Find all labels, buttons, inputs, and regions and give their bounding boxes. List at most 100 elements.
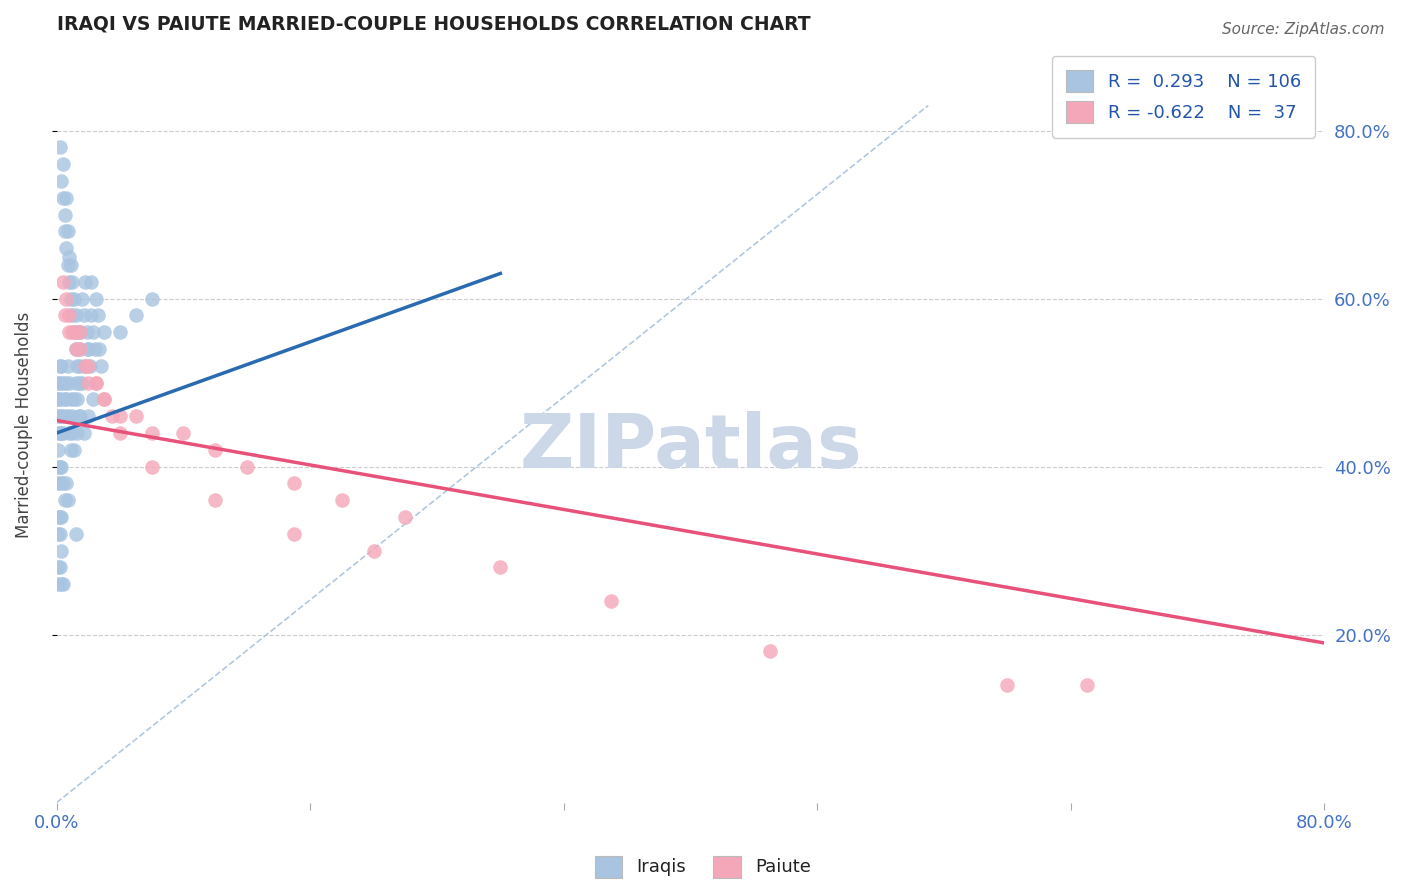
Point bbox=[53, 309, 76, 323]
Point bbox=[55, 376, 77, 390]
Point bbox=[63, 442, 86, 457]
Point bbox=[58, 309, 80, 323]
Point bbox=[63, 392, 86, 407]
Point bbox=[87, 309, 110, 323]
Point bbox=[59, 258, 82, 272]
Point bbox=[141, 425, 163, 440]
Point bbox=[58, 376, 80, 390]
Point bbox=[69, 359, 91, 373]
Point bbox=[84, 376, 107, 390]
Point bbox=[69, 409, 91, 424]
Point bbox=[77, 409, 100, 424]
Point bbox=[62, 325, 84, 339]
Point bbox=[65, 309, 87, 323]
Point bbox=[49, 140, 72, 154]
Point bbox=[84, 376, 107, 390]
Point bbox=[125, 409, 148, 424]
Point bbox=[51, 392, 73, 407]
Point bbox=[49, 526, 72, 541]
Point bbox=[46, 392, 69, 407]
Point bbox=[997, 678, 1019, 692]
Point bbox=[56, 258, 79, 272]
Point bbox=[489, 560, 512, 574]
Point bbox=[283, 526, 305, 541]
Point bbox=[66, 425, 89, 440]
Point bbox=[56, 224, 79, 238]
Point bbox=[53, 208, 76, 222]
Point bbox=[72, 425, 94, 440]
Point bbox=[49, 376, 72, 390]
Point bbox=[46, 425, 69, 440]
Point bbox=[82, 325, 104, 339]
Point bbox=[758, 644, 780, 658]
Point bbox=[58, 250, 80, 264]
Point bbox=[394, 510, 416, 524]
Point bbox=[69, 325, 91, 339]
Text: IRAQI VS PAIUTE MARRIED-COUPLE HOUSEHOLDS CORRELATION CHART: IRAQI VS PAIUTE MARRIED-COUPLE HOUSEHOLD… bbox=[56, 15, 810, 34]
Point bbox=[53, 392, 76, 407]
Point bbox=[93, 325, 115, 339]
Point bbox=[46, 560, 69, 574]
Point bbox=[46, 376, 69, 390]
Point bbox=[59, 292, 82, 306]
Point bbox=[52, 191, 75, 205]
Point bbox=[80, 275, 103, 289]
Point bbox=[53, 224, 76, 238]
Point bbox=[66, 392, 89, 407]
Point bbox=[69, 342, 91, 356]
Point bbox=[65, 376, 87, 390]
Point bbox=[65, 526, 87, 541]
Point bbox=[83, 342, 105, 356]
Point bbox=[93, 392, 115, 407]
Point bbox=[51, 409, 73, 424]
Point bbox=[49, 359, 72, 373]
Point bbox=[90, 359, 112, 373]
Point bbox=[55, 241, 77, 255]
Point bbox=[52, 376, 75, 390]
Point bbox=[363, 543, 385, 558]
Point bbox=[62, 425, 84, 440]
Point bbox=[77, 342, 100, 356]
Point bbox=[52, 425, 75, 440]
Point bbox=[59, 392, 82, 407]
Point bbox=[46, 459, 69, 474]
Point bbox=[77, 359, 100, 373]
Point bbox=[49, 560, 72, 574]
Point bbox=[49, 510, 72, 524]
Point bbox=[51, 359, 73, 373]
Point bbox=[49, 459, 72, 474]
Point bbox=[49, 425, 72, 440]
Point bbox=[125, 309, 148, 323]
Point bbox=[1076, 678, 1098, 692]
Point bbox=[600, 594, 623, 608]
Point bbox=[58, 325, 80, 339]
Point bbox=[204, 442, 226, 457]
Point bbox=[69, 325, 91, 339]
Point bbox=[76, 325, 98, 339]
Point bbox=[63, 292, 86, 306]
Point bbox=[80, 309, 103, 323]
Point bbox=[62, 409, 84, 424]
Point bbox=[283, 476, 305, 491]
Text: ZIPatlas: ZIPatlas bbox=[519, 411, 862, 483]
Point bbox=[51, 510, 73, 524]
Point bbox=[62, 275, 84, 289]
Point bbox=[108, 409, 131, 424]
Point bbox=[52, 157, 75, 171]
Point bbox=[89, 342, 111, 356]
Point bbox=[55, 476, 77, 491]
Point bbox=[70, 376, 93, 390]
Point bbox=[52, 577, 75, 591]
Point bbox=[75, 359, 97, 373]
Point bbox=[67, 342, 90, 356]
Point bbox=[65, 325, 87, 339]
Point bbox=[46, 409, 69, 424]
Point bbox=[46, 476, 69, 491]
Point bbox=[62, 309, 84, 323]
Point bbox=[51, 425, 73, 440]
Point bbox=[53, 409, 76, 424]
Point bbox=[56, 493, 79, 508]
Point bbox=[52, 275, 75, 289]
Point bbox=[46, 526, 69, 541]
Point bbox=[51, 459, 73, 474]
